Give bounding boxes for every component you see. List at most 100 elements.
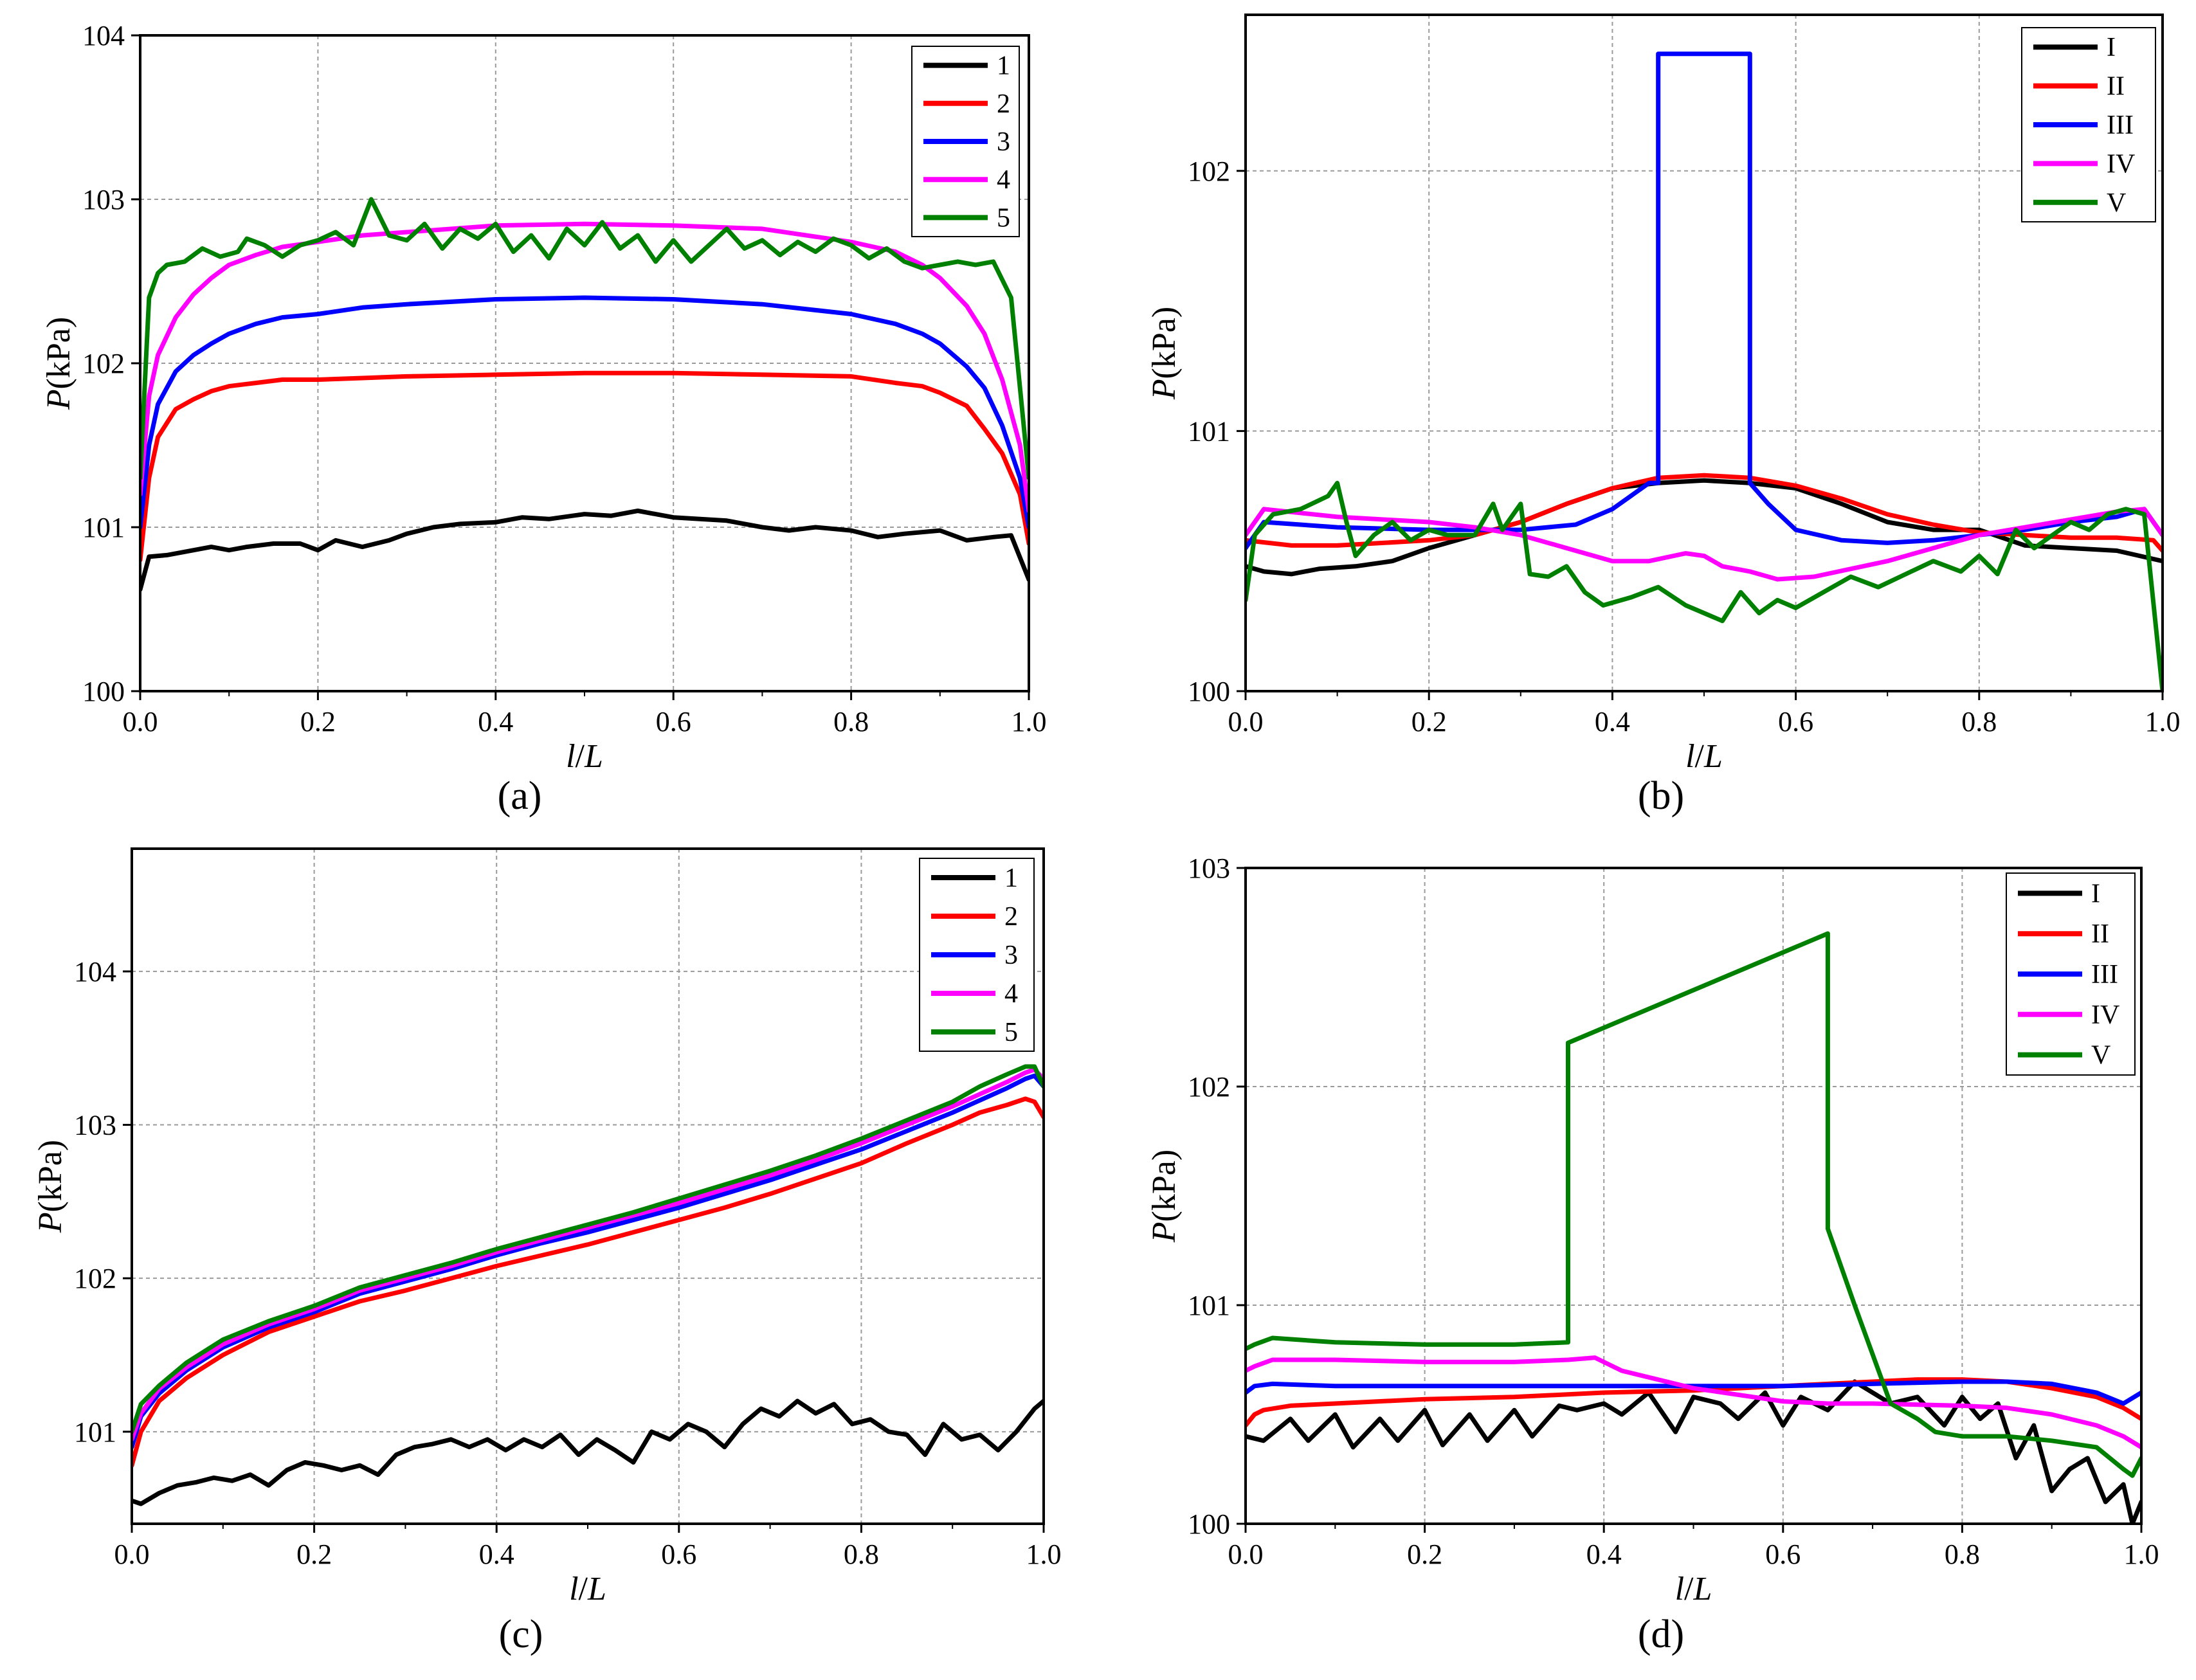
x-axis-label: l/L — [569, 1571, 606, 1607]
chart-panel-2: 0.0 0.2 0.4 0.6 0.8 1.0100101102l/LP(kPa)IIII… — [1146, 14, 2181, 818]
x-tick-label: 0.2 — [296, 1539, 332, 1570]
series-group — [140, 197, 1029, 592]
x-axis-label: l/L — [1685, 738, 1723, 775]
plot-frame — [131, 847, 1045, 1525]
legend-label: IV — [2091, 1000, 2119, 1030]
y-tick-label: 101 — [74, 1416, 116, 1448]
y-axis-label: P(kPa) — [1146, 1150, 1183, 1243]
x-tick-label: 0.6 — [656, 706, 691, 737]
series-line-V — [1246, 480, 2163, 691]
y-tick-label: 103 — [1188, 853, 1230, 884]
x-tick-label: 0.4 — [478, 706, 513, 737]
legend-label: III — [2091, 960, 2118, 989]
series-line-I — [1246, 1379, 2141, 1524]
legend-label: 5 — [1004, 1018, 1018, 1047]
legend-label: 3 — [997, 127, 1010, 157]
legend-label: 2 — [1004, 902, 1018, 932]
legend-label: V — [2091, 1041, 2110, 1070]
x-tick-label: 0.0 — [123, 706, 158, 737]
series-line-IV — [1246, 1355, 2141, 1450]
x-tick-label: 1.0 — [1026, 1539, 1062, 1570]
x-tick-label: 0.2 — [1407, 1539, 1442, 1570]
legend-label: 1 — [997, 51, 1010, 81]
series-line-V — [1246, 931, 2141, 1478]
series-line-IV — [1246, 507, 2163, 582]
plot-frame — [139, 34, 1030, 692]
x-tick-label: 0.4 — [1595, 706, 1630, 737]
chart-panel-3: 0.0 0.2 0.4 0.6 0.8 1.0 101 102 103 104 l/L P(kPa) 1… — [32, 847, 1062, 1656]
legend-label: 4 — [1004, 979, 1018, 1009]
x-axis-label-part: L — [1703, 738, 1723, 775]
legend-label: 2 — [997, 89, 1010, 119]
x-axis-label-part: / — [1695, 738, 1705, 775]
y-axis-label: P(kPa) — [41, 317, 77, 410]
x-tick-label: 0.4 — [1586, 1539, 1622, 1570]
x-tick-label: 0.2 — [1411, 706, 1447, 737]
y-tick-label: 104 — [74, 956, 116, 988]
x-axis-label: l/L — [566, 738, 603, 775]
y-tick-label: 100 — [82, 676, 125, 707]
legend: 1 2 3 4 5 — [919, 858, 1035, 1052]
panel-caption: (a) — [498, 774, 542, 818]
x-tick-label: 0.0 — [114, 1539, 150, 1570]
x-tick-label: 0.8 — [1961, 706, 1997, 737]
series-line-5 — [140, 197, 1029, 480]
y-axis-label: P(kPa) — [1146, 307, 1183, 400]
series-line-III — [1246, 1379, 2141, 1406]
x-axis-label-part: l — [566, 738, 575, 775]
x-tick-label: 0.6 — [1765, 1539, 1801, 1570]
series-group — [1246, 51, 2163, 691]
legend-label: 1 — [1004, 863, 1018, 893]
series-group — [1246, 931, 2141, 1524]
legend-label: III — [2107, 111, 2134, 140]
panel-caption: (d) — [1638, 1612, 1684, 1656]
x-axis-label-part: L — [1692, 1571, 1712, 1607]
x-tick-label: 0.0 — [1228, 1539, 1264, 1570]
series-line-2 — [132, 1096, 1044, 1468]
y-axis-label-part: (kPa) — [1146, 307, 1183, 379]
y-axis-label-part: (kPa) — [1146, 1150, 1183, 1222]
legend-label: 5 — [997, 203, 1010, 233]
y-axis-label-part: P — [1146, 1222, 1183, 1243]
legend-label: II — [2091, 919, 2109, 949]
legend-label: IV — [2107, 149, 2135, 179]
y-tick-label: 102 — [1188, 156, 1230, 187]
series-line-5 — [132, 1064, 1044, 1434]
x-tick-label: 0.6 — [1778, 706, 1813, 737]
x-tick-label: 0.8 — [833, 706, 869, 737]
series-line-2 — [140, 370, 1029, 563]
legend: 1 2 3 4 5 — [911, 46, 1020, 237]
x-axis-label-part: l — [569, 1571, 578, 1607]
x-tick-label: 0.0 — [1228, 706, 1264, 737]
series-line-1 — [140, 509, 1029, 592]
y-axis-label-part: P — [41, 389, 77, 410]
x-axis-label-part: / — [579, 1571, 588, 1607]
x-tick-label: 0.8 — [1945, 1539, 1980, 1570]
y-tick-label: 101 — [82, 512, 125, 543]
series-line-1 — [132, 1398, 1044, 1506]
x-axis-label: l/L — [1675, 1571, 1712, 1607]
x-tick-label: 1.0 — [1012, 706, 1047, 737]
x-tick-label: 0.4 — [479, 1539, 514, 1570]
y-tick-label: 102 — [1188, 1071, 1230, 1103]
legend-label: II — [2107, 72, 2125, 102]
series-line-3 — [140, 295, 1029, 530]
y-tick-label: 100 — [1188, 676, 1230, 707]
x-axis-label-part: L — [587, 1571, 606, 1607]
series-line-3 — [132, 1073, 1044, 1450]
series-line-4 — [132, 1067, 1044, 1442]
x-tick-label: 0.6 — [661, 1539, 696, 1570]
legend-label: V — [2107, 188, 2126, 218]
panel-caption: (c) — [499, 1612, 543, 1656]
y-tick-label: 104 — [82, 20, 125, 51]
x-axis-label-part: l — [1675, 1571, 1684, 1607]
series-line-4 — [140, 221, 1029, 513]
y-tick-label: 102 — [82, 348, 125, 379]
chart-panel-1: 0.0 0.2 0.4 0.6 0.8 1.0 100 101 102 103 104 l/L P(kP… — [41, 20, 1047, 818]
panel-caption: (b) — [1638, 774, 1684, 818]
x-axis-label-part: / — [1684, 1571, 1694, 1607]
y-axis-label-part: (kPa) — [32, 1140, 69, 1213]
